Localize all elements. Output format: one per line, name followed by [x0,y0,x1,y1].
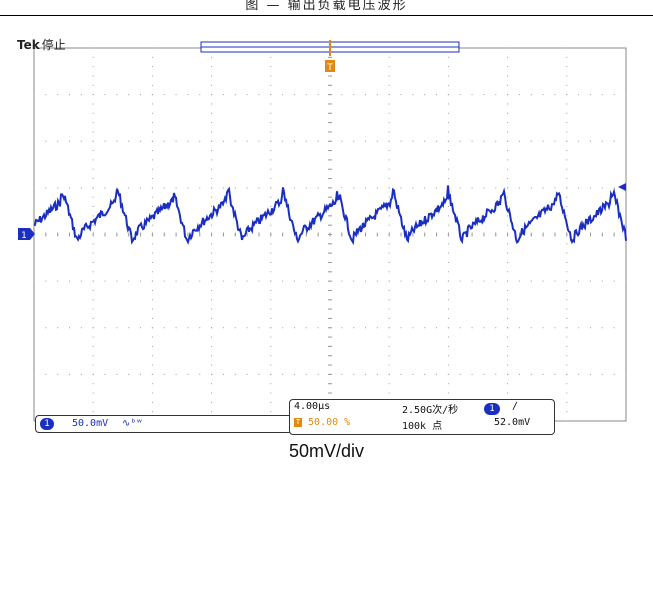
oscilloscope-screen: T 1 Tek 停止 1 50.0mV ∿ᵇʷ 4.00μs T 50.00 % … [15,38,635,435]
brand-logo: Tek [17,38,40,52]
trigger-source-badge: 1 [484,403,500,415]
trigger-t-icon: T [325,60,335,73]
brand-status-label: Tek 停止 [17,36,66,53]
trigger-level: 52.0mV [494,417,531,428]
vertical-scale-caption: 50mV/div [288,441,365,461]
acquisition-status: 停止 [41,38,66,52]
scope-display: T 1 [18,40,627,422]
svg-text:T: T [326,63,333,73]
trigger-position: T 50.00 % [294,417,351,428]
trigger-level-arrow-icon [618,183,626,191]
channel-readout[interactable]: 1 50.0mV ∿ᵇʷ [35,415,295,433]
trigger-position-icon: T [294,417,302,427]
channel-scale: 50.0mV [72,418,109,429]
sample-rate: 2.50G次/秒 [402,405,459,416]
acquisition-readout[interactable]: 4.00μs T 50.00 % 2.50G次/秒 100k 点 1 ∕ 52.… [289,399,555,435]
svg-text:1: 1 [21,231,27,241]
caption-divider [0,15,653,16]
timebase: 4.00μs [294,401,331,412]
channel-1-badge: 1 [40,418,54,430]
record-length: 100k 点 [402,421,443,432]
channel-1-waveform [33,185,627,246]
page-caption: 图 — 输出负载电压波形 [245,0,408,13]
trigger-slope-icon: ∕ [512,401,519,412]
channel-1-marker-icon: 1 [18,228,35,241]
graticule-grid [33,47,627,422]
bandwidth-limit-icon: ∿ᵇʷ [122,418,143,429]
